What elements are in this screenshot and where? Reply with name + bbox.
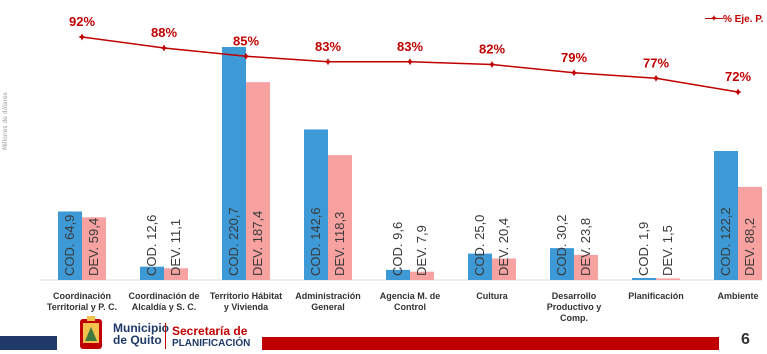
footer-red-bar <box>262 337 719 350</box>
data-label: DEV. 118,3 <box>332 212 347 276</box>
category-label: Productivo y <box>547 302 602 312</box>
percent-marker <box>488 61 496 68</box>
category-label: Cultura <box>476 291 508 301</box>
y-axis-label: Millones de dólares <box>2 92 9 150</box>
data-label: DEV. 7,9 <box>414 225 429 276</box>
data-label: DEV. 20,4 <box>496 218 511 276</box>
category-label: Territorial y P. C. <box>47 302 117 312</box>
footer-separator <box>165 323 166 349</box>
data-label: COD. 25,0 <box>472 215 487 276</box>
bar-cod <box>714 150 738 280</box>
data-label: COD. 64,9 <box>62 215 77 276</box>
data-label: COD. 1,9 <box>636 222 651 276</box>
bar-dev <box>328 155 352 280</box>
percent-label: 77% <box>643 55 669 70</box>
data-label: DEV. 187,4 <box>250 211 265 276</box>
data-label: COD. 12,6 <box>144 215 159 276</box>
bar-dev <box>246 82 270 280</box>
category-label: Agencia M. de <box>380 291 441 301</box>
planificacion-label: PLANIFICACIÓN <box>172 338 251 349</box>
page-number: 6 <box>741 331 750 348</box>
percent-marker <box>652 74 660 82</box>
bar-cod <box>304 129 328 280</box>
data-label: DEV. 23,8 <box>578 218 593 276</box>
bar-cod <box>632 277 656 280</box>
category-label: y Vivienda <box>224 302 269 312</box>
percent-marker <box>324 58 332 66</box>
category-label: Desarrollo <box>552 291 597 301</box>
percent-marker <box>406 58 414 66</box>
percent-label: 79% <box>561 50 587 65</box>
footer-left-bar <box>0 336 57 350</box>
bar-cod <box>140 266 164 280</box>
bar-cod <box>386 269 410 280</box>
category-label: Alcaldía y S. C. <box>132 302 197 312</box>
category-label: Comp. <box>560 313 588 323</box>
percent-marker <box>570 69 578 77</box>
bar-cod <box>222 47 246 280</box>
percent-marker <box>734 88 742 96</box>
bar-dev <box>656 278 680 280</box>
percent-label: 92% <box>69 14 95 29</box>
percent-label: 82% <box>479 42 505 57</box>
category-label: Ambiente <box>717 291 758 301</box>
data-label: COD. 220,7 <box>226 207 241 276</box>
bar-dev <box>492 258 516 280</box>
percent-marker <box>78 33 86 41</box>
bar-dev <box>410 271 434 280</box>
percent-marker <box>160 44 168 52</box>
percent-label: 88% <box>151 25 177 40</box>
bar-cod <box>58 211 82 280</box>
percent-label: 85% <box>233 33 259 48</box>
category-label: Coordinación de <box>128 291 199 301</box>
data-label: DEV. 59,4 <box>86 218 101 276</box>
bar-cod <box>468 253 492 280</box>
data-label: DEV. 1,5 <box>660 225 675 276</box>
data-label: COD. 142,6 <box>308 207 323 276</box>
legend-label: % Eje. P. <box>723 14 764 25</box>
data-label: DEV. 88,2 <box>742 218 757 276</box>
legend: % Eje. P. <box>705 14 763 25</box>
percent-label: 72% <box>725 69 751 84</box>
category-label: Coordinación <box>53 291 111 301</box>
data-label: COD. 30,2 <box>554 215 569 276</box>
bar-dev <box>574 254 598 280</box>
category-label: Territorio Hábitat <box>210 291 282 301</box>
percent-label: 83% <box>315 39 341 54</box>
bar-dev <box>738 186 762 280</box>
category-label: General <box>311 302 345 312</box>
category-label: Planificación <box>628 291 684 301</box>
bar-dev <box>164 268 188 280</box>
secretaria-label: Secretaría de <box>172 324 248 338</box>
data-label: COD. 122,2 <box>718 207 733 276</box>
category-label: Control <box>394 302 426 312</box>
data-label: COD. 9,6 <box>390 222 405 276</box>
quito-coat-of-arms-icon <box>80 316 102 349</box>
percent-marker <box>242 52 250 60</box>
percent-label: 83% <box>397 39 423 54</box>
bar-cod <box>550 248 574 280</box>
municipio-label: Municipio de Quito <box>113 321 169 347</box>
legend-line-marker-icon <box>705 14 723 22</box>
bar-dev <box>82 217 106 280</box>
data-label: DEV. 11,1 <box>168 219 183 276</box>
category-label: Administración <box>295 291 361 301</box>
